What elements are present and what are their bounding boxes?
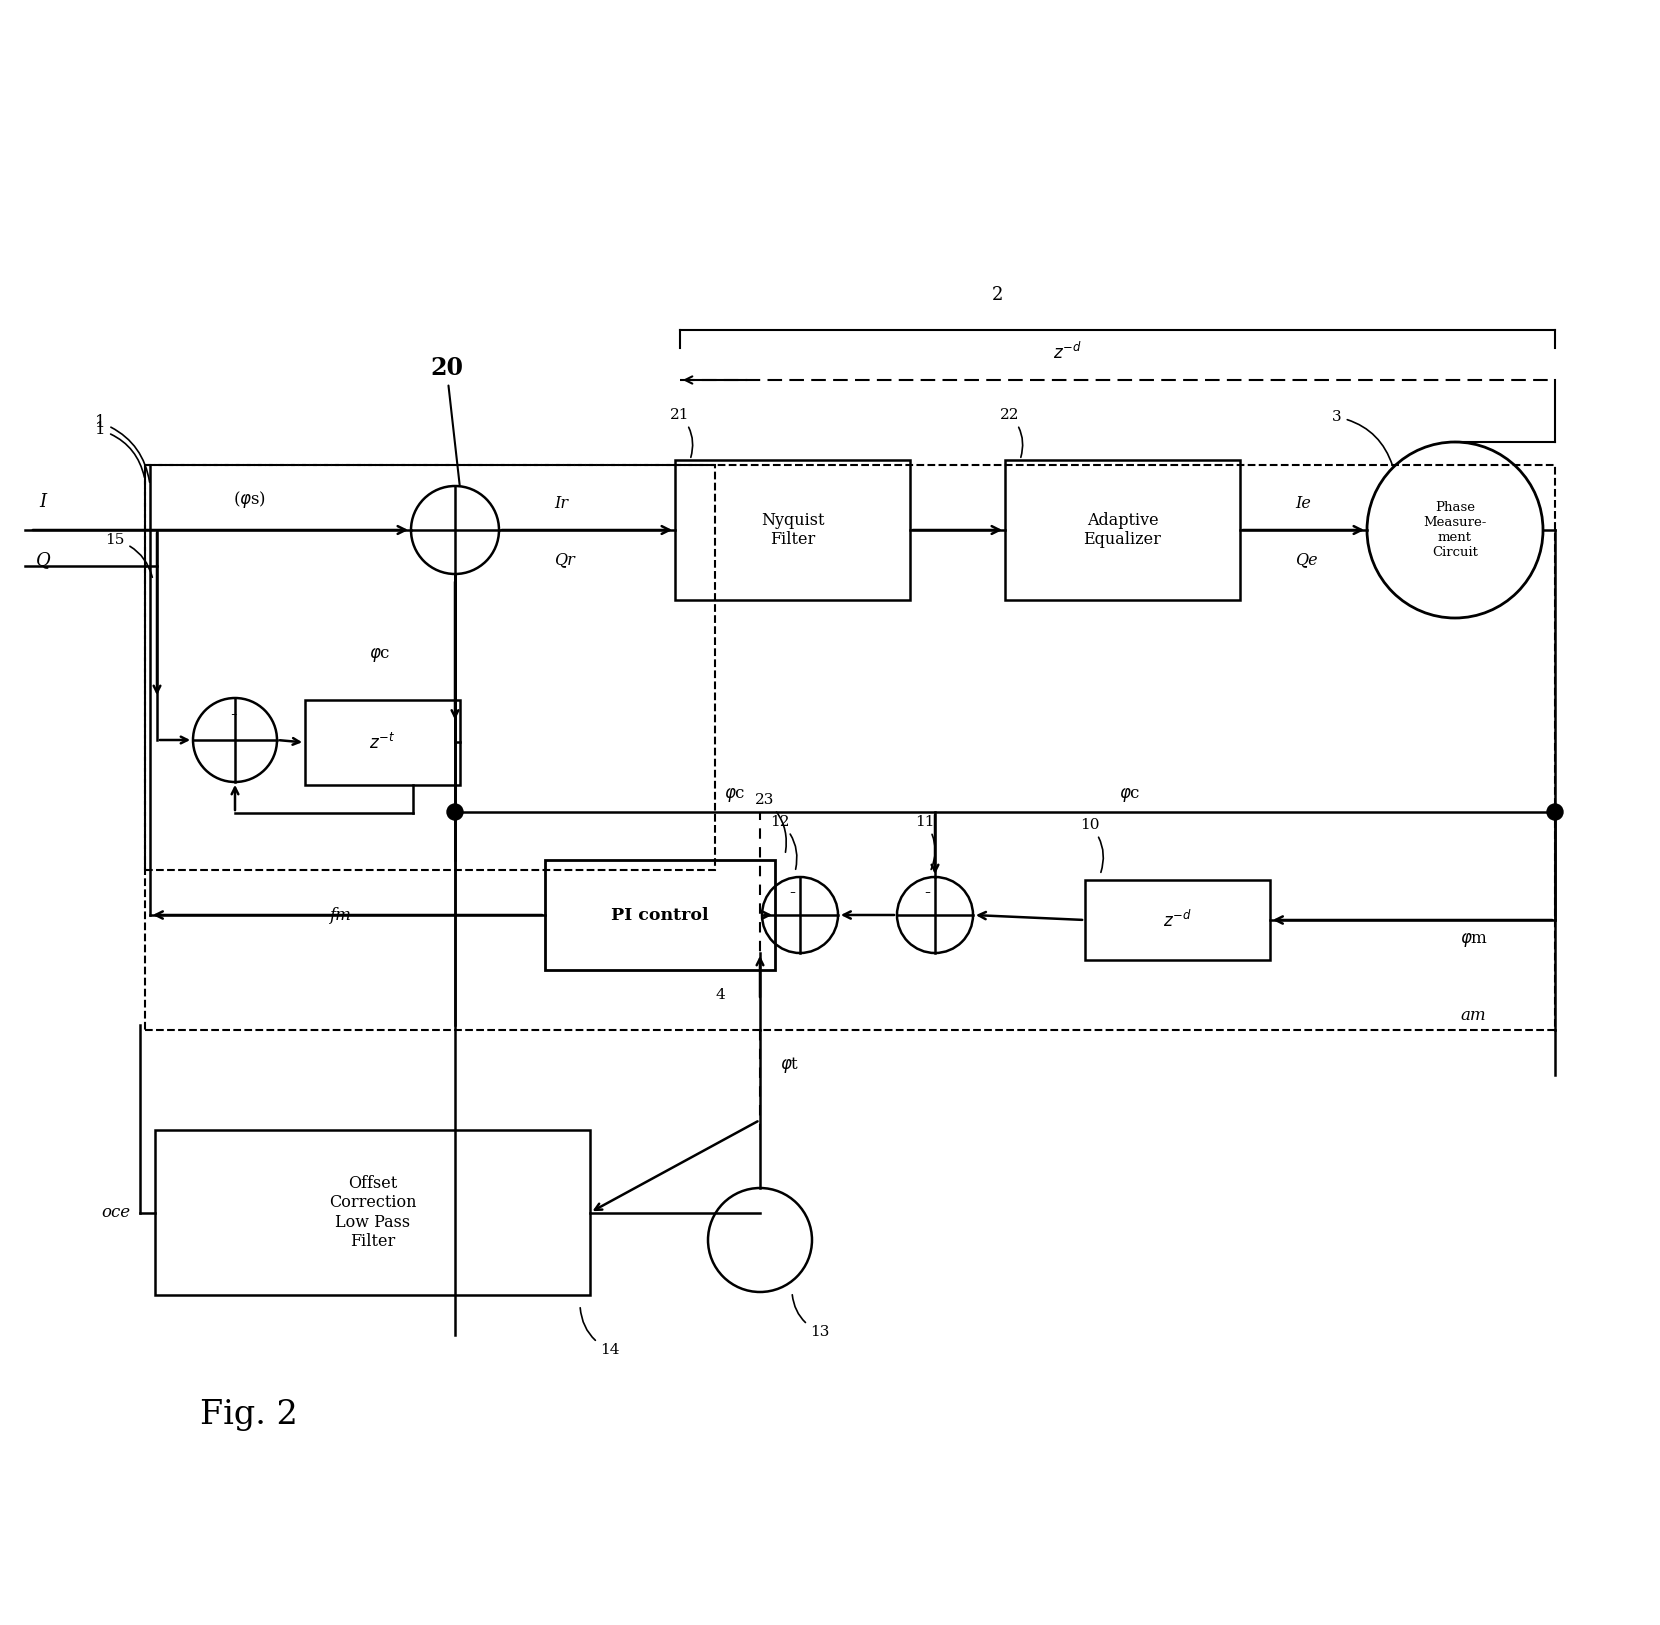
Text: 12: 12 — [770, 816, 797, 869]
Bar — [676, 460, 910, 600]
Bar — [154, 1129, 589, 1295]
Text: $\varphi$c: $\varphi$c — [724, 786, 745, 804]
Text: $z^{-t}$: $z^{-t}$ — [370, 733, 395, 752]
Text: 23: 23 — [755, 793, 787, 852]
Text: $z^{-d}$: $z^{-d}$ — [1164, 910, 1192, 931]
Text: PI control: PI control — [611, 907, 709, 923]
Text: 10: 10 — [1081, 817, 1104, 873]
Text: 20: 20 — [430, 356, 463, 486]
Text: Nyquist
Filter: Nyquist Filter — [760, 512, 825, 548]
Text: fm: fm — [329, 907, 350, 923]
Text: 14: 14 — [581, 1308, 619, 1357]
Text: 15: 15 — [105, 533, 153, 577]
Text: 21: 21 — [671, 408, 692, 457]
Text: 1: 1 — [95, 421, 144, 478]
Text: 3: 3 — [1333, 410, 1393, 466]
Text: 11: 11 — [915, 816, 935, 869]
Bar — [305, 700, 460, 785]
Text: Ie: Ie — [1295, 494, 1311, 512]
Text: Offset
Correction
Low Pass
Filter: Offset Correction Low Pass Filter — [329, 1175, 417, 1250]
Text: $\varphi$c: $\varphi$c — [369, 647, 390, 665]
Text: 13: 13 — [792, 1295, 830, 1339]
Text: ($\varphi$s): ($\varphi$s) — [234, 489, 267, 510]
Text: Ir: Ir — [554, 494, 568, 512]
Text: Qr: Qr — [554, 551, 574, 569]
Bar — [144, 465, 715, 869]
Text: -: - — [788, 884, 795, 902]
Text: 22: 22 — [1001, 408, 1023, 457]
Bar — [1004, 460, 1240, 600]
Bar — [1086, 881, 1270, 960]
Text: $\varphi$t: $\varphi$t — [780, 1055, 800, 1076]
Text: am: am — [1461, 1006, 1486, 1024]
Text: $z^{-d}$: $z^{-d}$ — [1052, 341, 1082, 362]
Text: Adaptive
Equalizer: Adaptive Equalizer — [1084, 512, 1162, 548]
Circle shape — [1547, 804, 1564, 821]
Text: $\varphi$c: $\varphi$c — [1119, 786, 1140, 804]
Circle shape — [447, 804, 463, 821]
Text: $\varphi$m: $\varphi$m — [1461, 931, 1489, 949]
Text: 2: 2 — [991, 286, 1003, 304]
Bar — [544, 860, 775, 970]
Text: Q: Q — [35, 551, 50, 569]
Text: 4: 4 — [715, 988, 725, 1003]
Text: Fig. 2: Fig. 2 — [199, 1399, 297, 1432]
Text: -: - — [229, 705, 236, 725]
Text: Qe: Qe — [1295, 551, 1318, 569]
Text: oce: oce — [101, 1204, 129, 1220]
Text: 1: 1 — [95, 414, 149, 483]
Text: -: - — [925, 884, 930, 902]
Text: Phase
Measure-
ment
Circuit: Phase Measure- ment Circuit — [1423, 500, 1487, 559]
Bar — [144, 465, 1555, 1030]
Text: I: I — [40, 492, 46, 510]
